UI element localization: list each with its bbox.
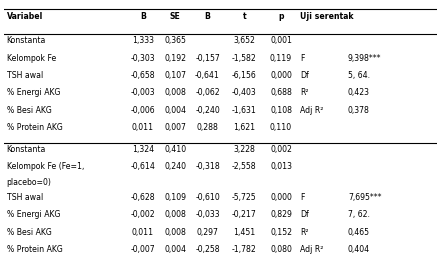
Text: 0,404: 0,404 bbox=[348, 245, 370, 254]
Text: -0,033: -0,033 bbox=[195, 210, 220, 219]
Text: Df: Df bbox=[300, 71, 309, 80]
Text: Kelompok Fe: Kelompok Fe bbox=[7, 54, 56, 63]
Text: 0,192: 0,192 bbox=[164, 54, 186, 63]
Text: Konstanta: Konstanta bbox=[7, 36, 46, 45]
Text: 0,688: 0,688 bbox=[270, 88, 292, 97]
Text: placebo=0): placebo=0) bbox=[7, 178, 52, 187]
Text: 7, 62.: 7, 62. bbox=[348, 210, 370, 219]
Text: TSH awal: TSH awal bbox=[7, 71, 43, 80]
Text: 3,228: 3,228 bbox=[233, 145, 255, 154]
Text: -0,258: -0,258 bbox=[195, 245, 220, 254]
Text: 0,108: 0,108 bbox=[270, 106, 292, 115]
Text: -0,641: -0,641 bbox=[195, 71, 220, 80]
Text: 0,008: 0,008 bbox=[164, 228, 186, 237]
Text: -1,782: -1,782 bbox=[232, 245, 257, 254]
Text: -0,002: -0,002 bbox=[131, 210, 155, 219]
Text: 0,240: 0,240 bbox=[164, 162, 186, 171]
Text: 3,652: 3,652 bbox=[233, 36, 255, 45]
Text: % Protein AKG: % Protein AKG bbox=[7, 123, 62, 132]
Text: 1,451: 1,451 bbox=[233, 228, 255, 237]
Text: -0,610: -0,610 bbox=[195, 193, 220, 202]
Text: Kelompok Fe (Fe=1,: Kelompok Fe (Fe=1, bbox=[7, 162, 84, 171]
Text: -0,658: -0,658 bbox=[131, 71, 155, 80]
Text: 9,398***: 9,398*** bbox=[348, 54, 381, 63]
Text: -0,628: -0,628 bbox=[131, 193, 155, 202]
Text: 0,152: 0,152 bbox=[270, 228, 292, 237]
Text: 0,013: 0,013 bbox=[270, 162, 292, 171]
Text: 1,333: 1,333 bbox=[132, 36, 154, 45]
Text: F: F bbox=[300, 193, 305, 202]
Text: 1,621: 1,621 bbox=[233, 123, 255, 132]
Text: 0,008: 0,008 bbox=[164, 210, 186, 219]
Text: 0,004: 0,004 bbox=[164, 245, 186, 254]
Text: Adj R²: Adj R² bbox=[300, 245, 324, 254]
Text: 0,465: 0,465 bbox=[348, 228, 370, 237]
Text: Df: Df bbox=[300, 210, 309, 219]
Text: -6,156: -6,156 bbox=[232, 71, 257, 80]
Text: 0,109: 0,109 bbox=[164, 193, 186, 202]
Text: 1,324: 1,324 bbox=[132, 145, 154, 154]
Text: TSH awal: TSH awal bbox=[7, 193, 43, 202]
Text: -2,558: -2,558 bbox=[232, 162, 257, 171]
Text: Adj R²: Adj R² bbox=[300, 106, 324, 115]
Text: F: F bbox=[300, 54, 305, 63]
Text: % Besi AKG: % Besi AKG bbox=[7, 106, 51, 115]
Text: Uji serentak: Uji serentak bbox=[300, 11, 354, 21]
Text: t: t bbox=[243, 11, 246, 21]
Text: B: B bbox=[140, 11, 146, 21]
Text: R²: R² bbox=[300, 228, 309, 237]
Text: -0,403: -0,403 bbox=[232, 88, 257, 97]
Text: 7,695***: 7,695*** bbox=[348, 193, 381, 202]
Text: Konstanta: Konstanta bbox=[7, 145, 46, 154]
Text: % Energi AKG: % Energi AKG bbox=[7, 88, 60, 97]
Text: % Protein AKG: % Protein AKG bbox=[7, 245, 62, 254]
Text: 0,297: 0,297 bbox=[197, 228, 218, 237]
Text: SE: SE bbox=[170, 11, 180, 21]
Text: 0,004: 0,004 bbox=[164, 106, 186, 115]
Text: 0,410: 0,410 bbox=[164, 145, 186, 154]
Text: -5,725: -5,725 bbox=[232, 193, 257, 202]
Text: 0,001: 0,001 bbox=[270, 36, 292, 45]
Text: -0,240: -0,240 bbox=[195, 106, 220, 115]
Text: -1,582: -1,582 bbox=[232, 54, 257, 63]
Text: -0,003: -0,003 bbox=[131, 88, 155, 97]
Text: Variabel: Variabel bbox=[7, 11, 43, 21]
Text: 0,365: 0,365 bbox=[164, 36, 186, 45]
Text: R²: R² bbox=[300, 88, 309, 97]
Text: 0,080: 0,080 bbox=[270, 245, 292, 254]
Text: B: B bbox=[205, 11, 210, 21]
Text: -0,157: -0,157 bbox=[195, 54, 220, 63]
Text: -0,007: -0,007 bbox=[131, 245, 155, 254]
Text: -1,631: -1,631 bbox=[232, 106, 257, 115]
Text: 0,000: 0,000 bbox=[270, 193, 292, 202]
Text: -0,303: -0,303 bbox=[131, 54, 155, 63]
Text: 0,011: 0,011 bbox=[132, 123, 154, 132]
Text: 0,288: 0,288 bbox=[197, 123, 218, 132]
Text: 0,829: 0,829 bbox=[270, 210, 292, 219]
Text: % Energi AKG: % Energi AKG bbox=[7, 210, 60, 219]
Text: -0,006: -0,006 bbox=[131, 106, 155, 115]
Text: 0,000: 0,000 bbox=[270, 71, 292, 80]
Text: -0,614: -0,614 bbox=[130, 162, 155, 171]
Text: % Besi AKG: % Besi AKG bbox=[7, 228, 51, 237]
Text: p: p bbox=[278, 11, 284, 21]
Text: 0,107: 0,107 bbox=[164, 71, 186, 80]
Text: 0,423: 0,423 bbox=[348, 88, 370, 97]
Text: -0,318: -0,318 bbox=[195, 162, 220, 171]
Text: 0,110: 0,110 bbox=[270, 123, 292, 132]
Text: 0,002: 0,002 bbox=[270, 145, 292, 154]
Text: 0,119: 0,119 bbox=[270, 54, 292, 63]
Text: 0,007: 0,007 bbox=[164, 123, 186, 132]
Text: 0,378: 0,378 bbox=[348, 106, 370, 115]
Text: -0,062: -0,062 bbox=[195, 88, 220, 97]
Text: -0,217: -0,217 bbox=[232, 210, 257, 219]
Text: 0,008: 0,008 bbox=[164, 88, 186, 97]
Text: 0,011: 0,011 bbox=[132, 228, 154, 237]
Text: 5, 64.: 5, 64. bbox=[348, 71, 370, 80]
